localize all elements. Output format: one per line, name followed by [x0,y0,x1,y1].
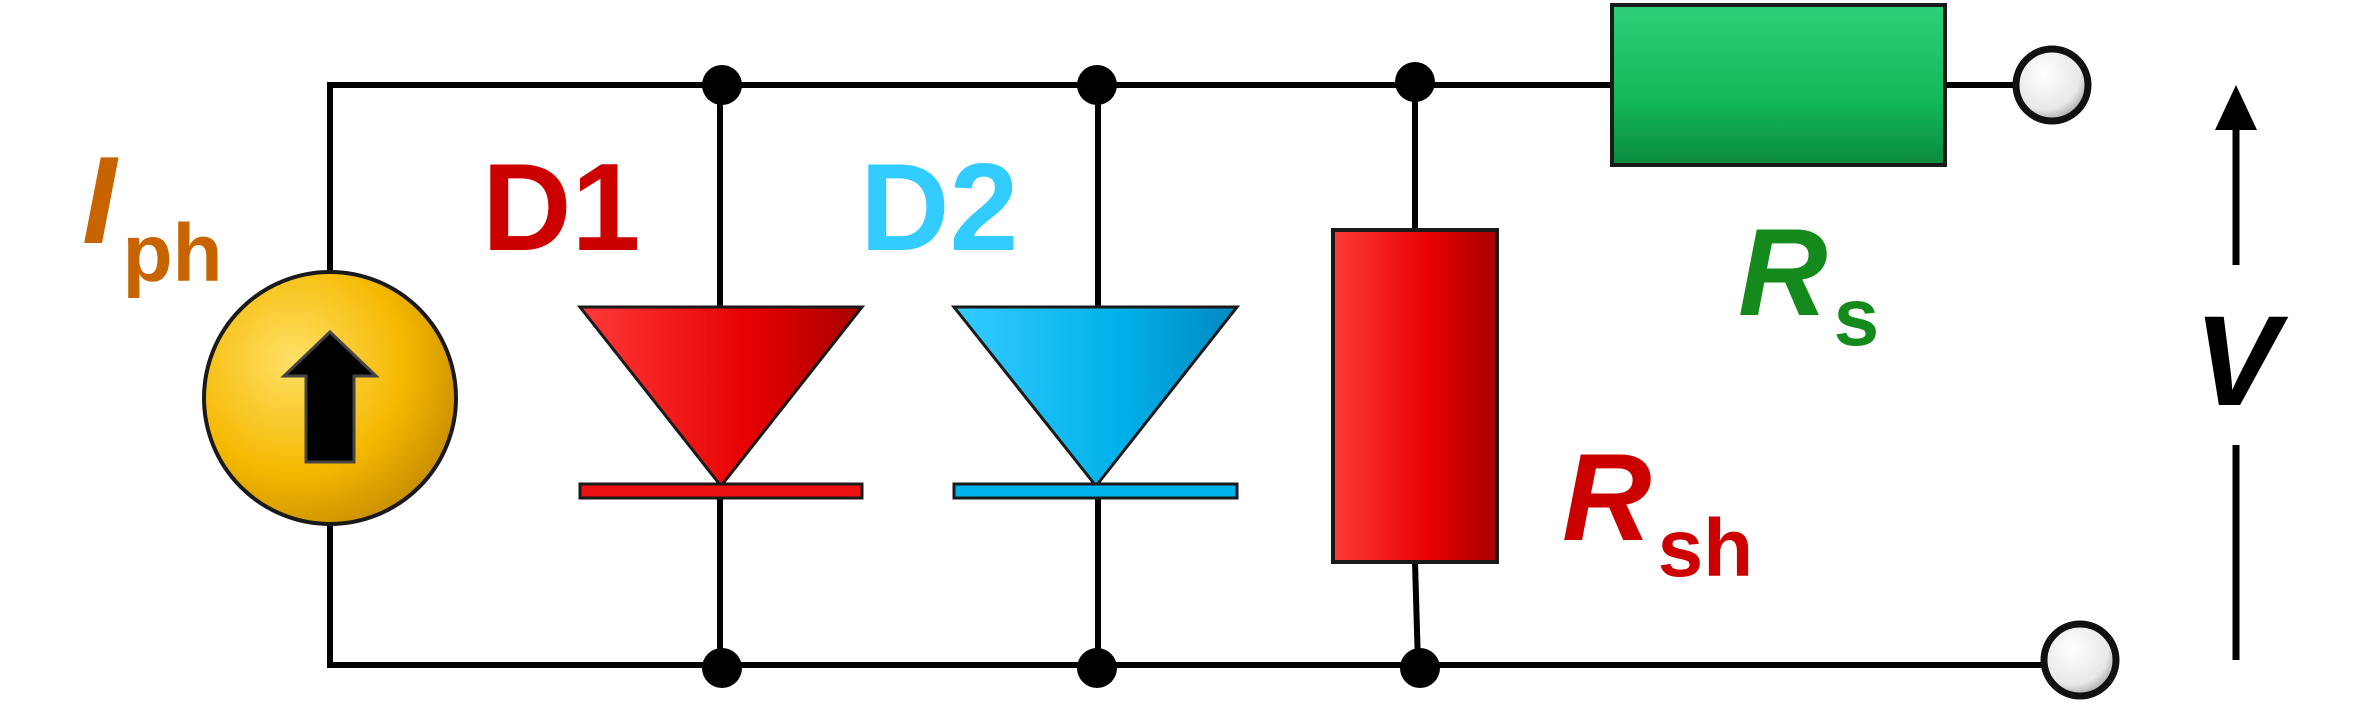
junction-dot [1395,62,1435,102]
iph-label: Iph [82,132,223,299]
resistor-rsh [1331,228,1499,564]
junction-dot [702,65,742,105]
junction-dot [1077,65,1117,105]
diode-d1 [576,305,866,500]
resistor-rs [1610,3,1947,167]
current-source [202,270,458,526]
voltage-indicator [2215,85,2257,660]
d1-label: D1 [482,139,641,277]
junction-dot [1077,648,1117,688]
junction-dot [1400,648,1440,688]
junction-dot [702,648,742,688]
junctions [702,62,1440,688]
diode-d2 [950,305,1241,500]
terminal-bottom [2040,620,2120,700]
rs-label: Rs [1738,204,1879,363]
up-arrow-icon [280,329,380,464]
wire-rsh-bottom [1412,559,1421,668]
rsh-label: Rsh [1562,429,1753,594]
terminal-top [2012,45,2092,125]
wire-bottom [327,392,2048,668]
up-arrow-icon [2215,85,2257,130]
voltage-label: V [2194,290,2289,433]
d2-label: D2 [860,139,1019,277]
